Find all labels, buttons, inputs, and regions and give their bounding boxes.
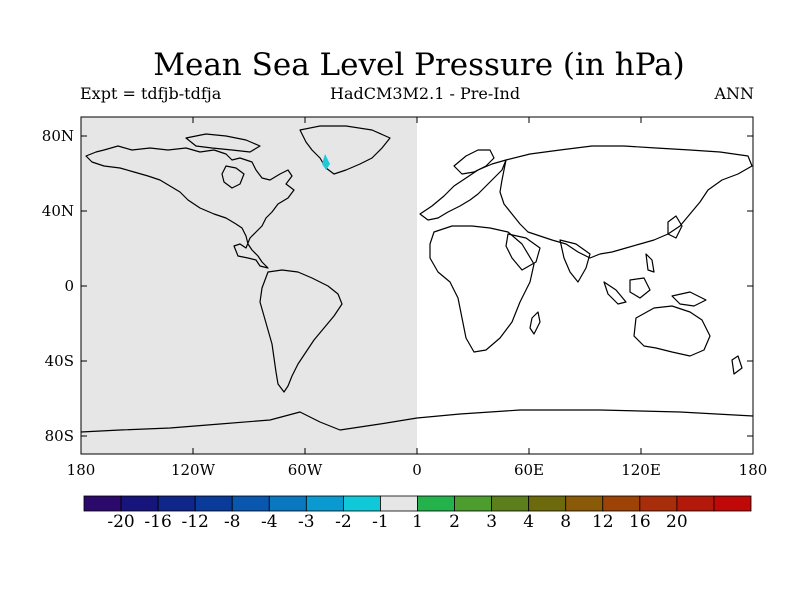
colorbar-swatch — [380, 495, 418, 512]
colorbar-label: -3 — [298, 512, 315, 532]
lat-label: 0 — [64, 277, 74, 295]
colorbar-label: -16 — [144, 512, 172, 532]
coast-japan — [667, 215, 683, 239]
colorbar-label: 3 — [486, 512, 498, 532]
lon-label: 0 — [412, 461, 422, 479]
coast-philippines — [645, 253, 655, 273]
colorbar-swatch — [713, 495, 752, 512]
lat-label: 80N — [42, 127, 74, 145]
colorbar-swatch — [454, 495, 493, 512]
coast-madagascar — [529, 311, 541, 335]
colorbar-swatch — [491, 495, 530, 512]
coast-arabia — [505, 233, 541, 271]
eastern-hemisphere-field — [417, 117, 753, 454]
colorbar-label: 8 — [560, 512, 572, 532]
colorbar-swatch — [231, 495, 270, 512]
colorbar-label: 1 — [412, 512, 423, 532]
latitude-axis: 80N 40N 0 40S 80S — [42, 127, 753, 445]
lat-label: 40N — [42, 202, 74, 220]
colorbar — [83, 495, 752, 512]
longitude-axis: 180 120W 60W 0 60E 120E 180 — [67, 117, 768, 479]
coast-asia — [499, 145, 753, 259]
colorbar-label: -2 — [335, 512, 352, 532]
lon-label: 60W — [288, 461, 323, 479]
lat-label: 80S — [45, 427, 74, 445]
coast-hudson-bay — [221, 165, 245, 189]
colorbar-label: -4 — [260, 512, 278, 532]
colorbar-swatch — [528, 495, 567, 512]
coastlines — [80, 125, 754, 433]
lat-label: 40S — [45, 352, 74, 370]
colorbar-swatch — [194, 495, 233, 512]
coast-south-america — [259, 269, 343, 393]
western-hemisphere-field — [81, 117, 417, 454]
model-label: HadCM3M2.1 - Pre-Ind — [330, 84, 521, 103]
colorbar-swatch — [120, 495, 159, 512]
colorbar-label: 2 — [449, 512, 460, 532]
colorbar-swatch — [639, 495, 678, 512]
colorbar-swatch — [417, 495, 455, 512]
colorbar-label: 4 — [523, 512, 535, 532]
colorbar-swatch — [305, 495, 344, 512]
coast-new-zealand — [731, 355, 743, 375]
coast-scandinavia — [453, 149, 495, 175]
lon-label: 120W — [171, 461, 216, 479]
lon-label: 120E — [621, 461, 661, 479]
colorbar-label: -8 — [223, 512, 241, 532]
colorbar-swatch — [157, 495, 196, 512]
coast-india — [559, 239, 591, 283]
coast-australia — [633, 305, 711, 357]
colorbar-label: 12 — [591, 512, 614, 532]
colorbar-swatch — [602, 495, 641, 512]
coast-africa — [429, 225, 535, 353]
colorbar-label: -20 — [107, 512, 135, 532]
coast-sumatra — [603, 281, 627, 305]
lon-label: 180 — [67, 461, 96, 479]
coast-north-america — [85, 145, 295, 269]
greenland-anomaly-patch — [322, 154, 330, 170]
colorbar-swatch — [268, 495, 307, 512]
lon-label: 180 — [739, 461, 768, 479]
experiment-label: Expt = tdfjb-tdfja — [80, 84, 222, 103]
coast-borneo — [629, 277, 651, 299]
colorbar-label: -1 — [372, 512, 389, 532]
coast-europe — [419, 159, 507, 221]
colorbar-swatch — [676, 495, 715, 512]
plot-title: Mean Sea Level Pressure (in hPa) — [153, 47, 685, 83]
colorbar-label: 16 — [629, 512, 651, 532]
season-label: ANN — [714, 84, 754, 103]
colorbar-swatch — [342, 495, 381, 512]
coast-antarctica — [80, 409, 754, 433]
colorbar-label: -12 — [181, 512, 209, 532]
coast-new-guinea — [671, 291, 707, 307]
colorbar-swatch — [565, 495, 604, 512]
coast-arctic-islands — [185, 133, 261, 153]
lon-label: 60E — [514, 461, 544, 479]
colorbar-swatch — [83, 495, 122, 512]
coast-greenland — [299, 125, 391, 175]
colorbar-label: 20 — [666, 512, 688, 532]
